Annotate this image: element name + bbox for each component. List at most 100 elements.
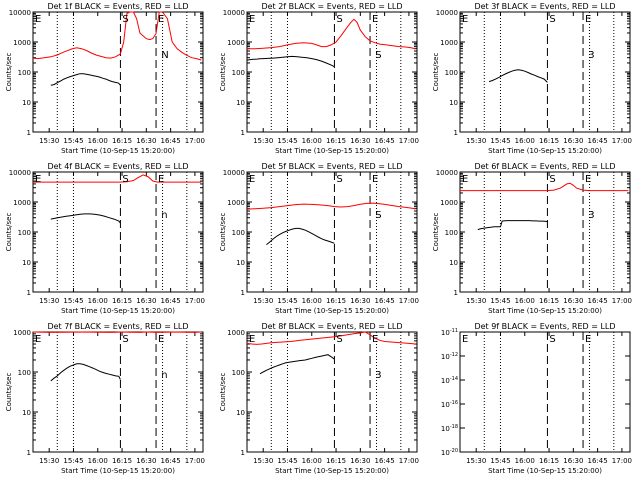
y-tick-label: 100 bbox=[232, 369, 245, 377]
x-tick-label: 16:45 bbox=[375, 137, 395, 145]
y-tick-label: 1 bbox=[241, 129, 245, 137]
x-tick-label: 16:45 bbox=[588, 137, 608, 145]
phase-marker-label: E bbox=[249, 334, 255, 345]
y-tick-label: 1000 bbox=[227, 329, 245, 337]
panel-title: Det 7f BLACK = Events, RED = LLD bbox=[47, 322, 188, 331]
x-tick-label: 15:45 bbox=[277, 457, 297, 465]
y-tick-label: 1000 bbox=[13, 39, 31, 47]
lld-series-line bbox=[247, 18, 416, 50]
x-tick-label: 15:45 bbox=[490, 297, 510, 305]
y-tick-label: 1000 bbox=[440, 199, 458, 207]
panel-det-6: Det 6f BLACK = Events, RED = LLD 15:30 15:… bbox=[432, 162, 632, 315]
phase-marker-label: E bbox=[35, 174, 41, 185]
phase-marker-label: S bbox=[549, 334, 555, 345]
plot-frame bbox=[459, 11, 631, 133]
phase-marker-label: S bbox=[549, 14, 555, 25]
x-axis-label: Start Time (10-Sep-15 15:20:00) bbox=[488, 147, 602, 155]
x-tick-label: 17:00 bbox=[399, 297, 419, 305]
y-tick-label: 10-20 bbox=[441, 448, 458, 457]
y-tick-label: 10 bbox=[236, 409, 245, 417]
panel-det-7: Det 7f BLACK = Events, RED = LLD 15:30 15:… bbox=[5, 322, 205, 475]
x-tick-label: 15:45 bbox=[277, 297, 297, 305]
y-tick-label: 10-18 bbox=[441, 424, 458, 433]
x-tick-label: 17:00 bbox=[612, 457, 632, 465]
phase-marker-label: E bbox=[158, 14, 164, 25]
y-tick-exponent: -18 bbox=[450, 424, 458, 430]
phase-marker-label: N bbox=[161, 50, 168, 61]
x-tick-label: 15:45 bbox=[277, 137, 297, 145]
panel-title: Det 5f BLACK = Events, RED = LLD bbox=[261, 162, 402, 171]
panel-title: Det 9f BLACK = Events, RED = LLD bbox=[474, 322, 615, 331]
events-series-line bbox=[50, 363, 121, 382]
y-tick-label: 100 bbox=[232, 229, 245, 237]
phase-marker-label: S bbox=[375, 210, 381, 221]
phase-marker-label: S bbox=[122, 174, 128, 185]
y-axis-label: Counts/sec bbox=[5, 373, 13, 412]
x-tick-label: 17:00 bbox=[612, 297, 632, 305]
x-tick-label: 16:30 bbox=[563, 137, 583, 145]
events-series-line bbox=[488, 69, 548, 83]
events-series-line bbox=[50, 213, 121, 224]
plot-frame bbox=[246, 331, 418, 453]
y-axis-label: Counts/sec bbox=[219, 213, 227, 252]
y-tick-label: 100 bbox=[232, 69, 245, 77]
lld-series-line bbox=[460, 182, 629, 192]
y-tick-exponent: -20 bbox=[450, 448, 458, 454]
x-tick-label: 17:00 bbox=[399, 457, 419, 465]
events-series-line bbox=[50, 73, 121, 86]
x-tick-label: 15:45 bbox=[63, 457, 83, 465]
panel-det-9: Det 9f BLACK = Events, RED = LLD 15:30 15:… bbox=[441, 322, 632, 475]
x-tick-label: 16:00 bbox=[515, 457, 535, 465]
phase-marker-label: 3 bbox=[588, 210, 594, 221]
y-axis-label: Counts/sec bbox=[5, 213, 13, 252]
y-tick-label: 1 bbox=[241, 449, 245, 457]
y-tick-exponent: -16 bbox=[450, 400, 458, 406]
phase-marker-label: 3 bbox=[375, 370, 381, 381]
plot-frame bbox=[246, 171, 418, 293]
y-tick-label: 10-11 bbox=[441, 328, 458, 337]
panel-title: Det 3f BLACK = Events, RED = LLD bbox=[474, 2, 615, 11]
phase-marker-label: S bbox=[122, 14, 128, 25]
y-tick-label: 10000 bbox=[436, 9, 458, 17]
x-tick-label: 16:45 bbox=[588, 457, 608, 465]
x-tick-label: 15:30 bbox=[253, 137, 273, 145]
x-tick-label: 15:45 bbox=[490, 457, 510, 465]
y-axis-label: Counts/sec bbox=[432, 213, 440, 252]
panel-det-3: Det 3f BLACK = Events, RED = LLD 15:30 15:… bbox=[432, 2, 632, 155]
phase-marker-label: E bbox=[35, 14, 41, 25]
x-tick-label: 16:15 bbox=[112, 137, 132, 145]
x-tick-label: 16:00 bbox=[302, 297, 322, 305]
x-axis-label: Start Time (10-Sep-15 15:20:00) bbox=[61, 147, 175, 155]
phase-marker-label: n bbox=[161, 210, 167, 221]
x-tick-label: 15:45 bbox=[63, 137, 83, 145]
phase-marker-label: E bbox=[158, 334, 164, 345]
phase-marker-label: E bbox=[249, 174, 255, 185]
phase-marker-label: S bbox=[122, 334, 128, 345]
x-tick-label: 16:15 bbox=[539, 137, 559, 145]
y-tick-base: 10 bbox=[441, 377, 450, 385]
y-axis-label: Counts/sec bbox=[432, 53, 440, 92]
y-tick-label: 10 bbox=[449, 259, 458, 267]
x-tick-label: 16:15 bbox=[112, 297, 132, 305]
x-tick-label: 16:15 bbox=[326, 297, 346, 305]
y-tick-label: 1 bbox=[454, 129, 458, 137]
y-tick-label: 10-16 bbox=[441, 400, 458, 409]
phase-marker-label: S bbox=[549, 174, 555, 185]
lld-series-line bbox=[33, 174, 202, 183]
y-tick-label: 1000 bbox=[227, 39, 245, 47]
panel-det-8: Det 8f BLACK = Events, RED = LLD 15:30 15:… bbox=[219, 322, 419, 475]
y-tick-label: 100 bbox=[18, 369, 31, 377]
x-tick-label: 16:45 bbox=[375, 297, 395, 305]
x-axis-label: Start Time (10-Sep-15 15:20:00) bbox=[275, 467, 389, 475]
events-series-line bbox=[266, 227, 335, 245]
plot-frame bbox=[459, 171, 631, 293]
x-tick-label: 16:15 bbox=[539, 457, 559, 465]
lld-series-line bbox=[32, 11, 202, 61]
y-tick-label: 1 bbox=[27, 129, 31, 137]
x-tick-label: 16:15 bbox=[326, 137, 346, 145]
x-tick-label: 16:00 bbox=[515, 137, 535, 145]
phase-marker-label: E bbox=[35, 334, 41, 345]
phase-marker-label: E bbox=[462, 174, 468, 185]
y-tick-label: 1 bbox=[27, 449, 31, 457]
x-tick-label: 16:15 bbox=[326, 457, 346, 465]
